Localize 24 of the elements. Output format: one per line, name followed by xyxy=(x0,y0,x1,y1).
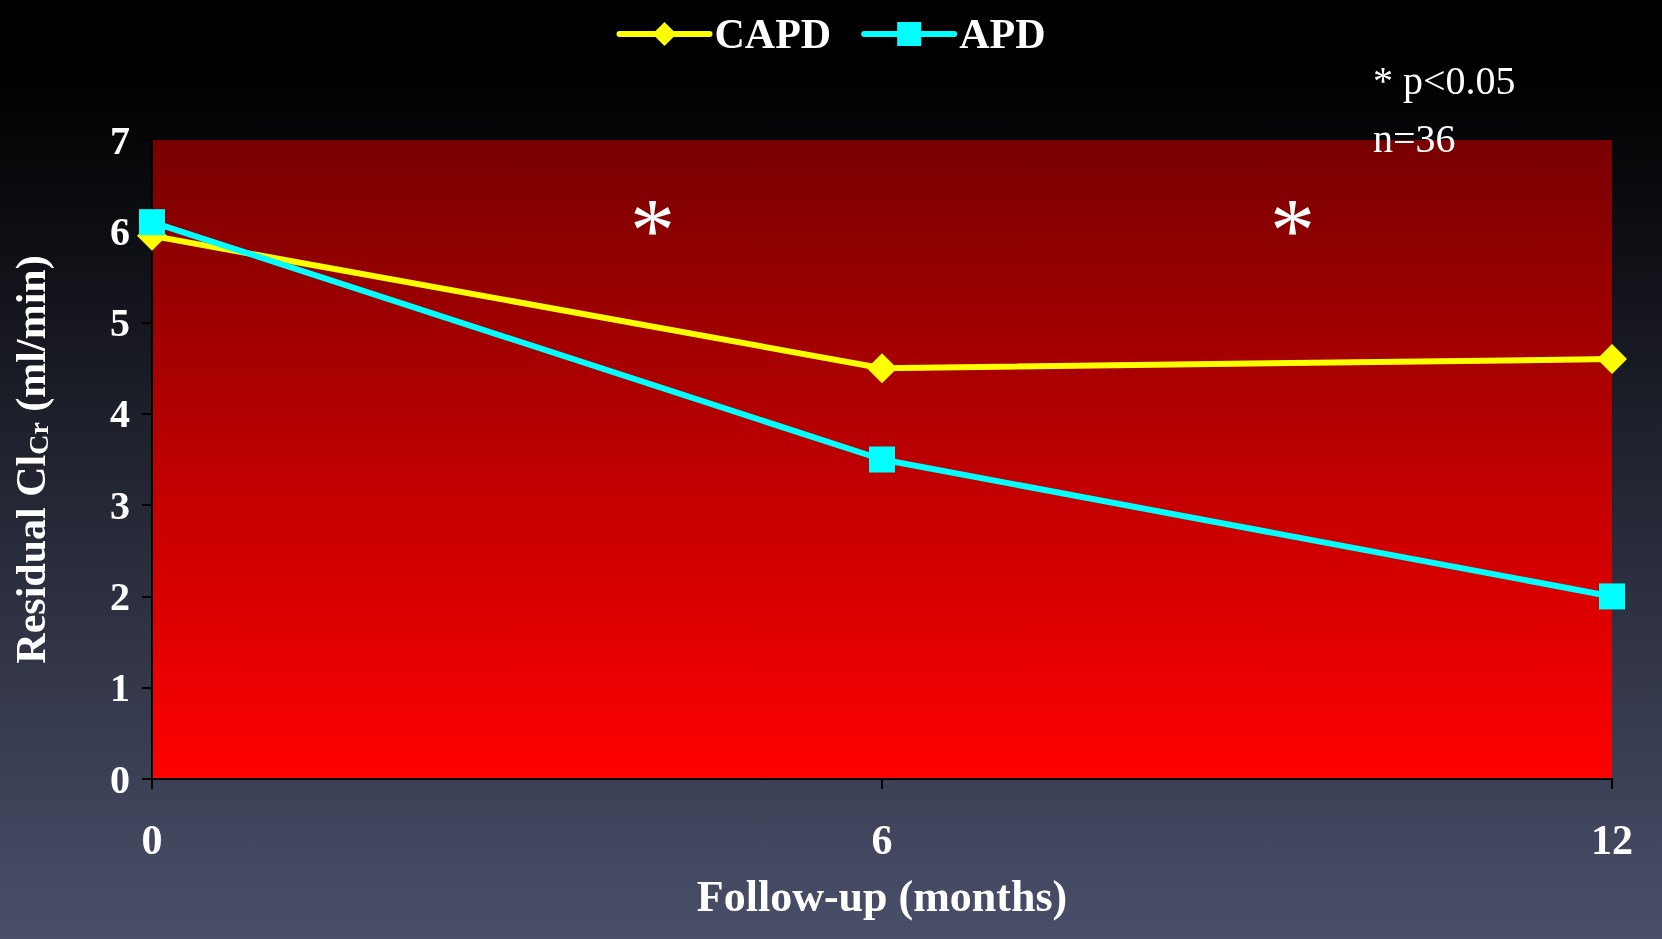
y-tick-label: 2 xyxy=(110,573,130,619)
point xyxy=(869,446,895,473)
y-axis-title: Residual ClCr (ml/min) xyxy=(8,255,55,664)
annotation: * xyxy=(1270,180,1315,280)
annotation: n=36 xyxy=(1373,115,1456,161)
x-tick-label: 12 xyxy=(1591,817,1633,863)
legend-label: CAPD xyxy=(714,11,832,57)
legend-label: APD xyxy=(959,11,1046,57)
point xyxy=(139,209,165,236)
y-tick-label: 0 xyxy=(110,756,130,802)
x-axis-title: Follow-up (months) xyxy=(696,871,1068,921)
point xyxy=(1597,344,1627,375)
y-tick-label: 7 xyxy=(110,117,130,163)
y-tick-label: 4 xyxy=(110,391,130,437)
y-tick-label: 1 xyxy=(110,665,130,711)
x-tick-label: 0 xyxy=(141,817,163,863)
point xyxy=(867,353,897,384)
point xyxy=(1599,583,1625,610)
text: * p<0.05 xyxy=(1373,57,1516,103)
y-tick-label: 3 xyxy=(110,482,130,528)
annotation: * xyxy=(630,180,675,280)
y-tick-label: 5 xyxy=(110,300,130,346)
y-tick-label: 6 xyxy=(110,208,130,254)
x-tick-label: 6 xyxy=(871,817,893,863)
